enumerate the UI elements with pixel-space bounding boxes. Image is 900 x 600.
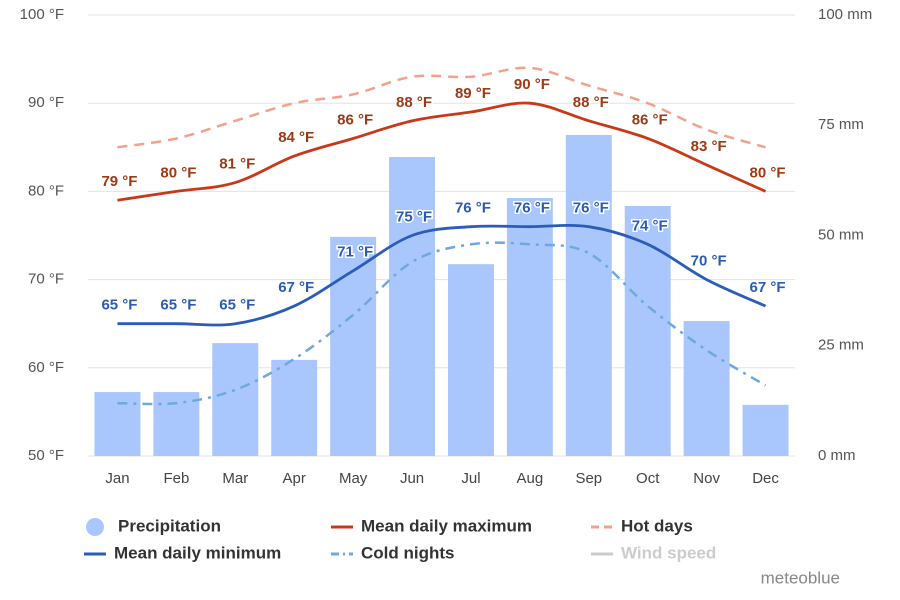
x-tick-label: Dec	[752, 470, 779, 487]
value-label: 86 °F	[632, 111, 668, 128]
line	[117, 223, 767, 327]
credit: meteoblue	[761, 568, 840, 587]
legend-label: Mean daily minimum	[114, 543, 281, 562]
value-label: 83 °F	[691, 138, 727, 155]
line	[117, 66, 766, 149]
bar	[212, 343, 259, 456]
line	[117, 101, 767, 202]
x-tick-label: Sep	[575, 470, 602, 487]
value-label: 76 °F	[573, 200, 609, 217]
value-label: 80 °F	[160, 164, 196, 181]
value-labels: 79 °F 80 °F 81 °F 84 °F 86 °F 88 °F 89 °F 90 °F…	[100, 75, 787, 316]
bar	[506, 198, 553, 456]
legend-label: Precipitation	[118, 516, 221, 535]
value-label: 71 °F	[337, 244, 373, 261]
value-label: 80 °F	[750, 164, 786, 181]
y-tick-label: 100 °F	[20, 6, 64, 23]
legend-label: Cold nights	[361, 543, 454, 562]
y-tick-label: 90 °F	[28, 94, 64, 111]
value-label: 79 °F	[101, 173, 137, 190]
x-tick-label: Aug	[517, 470, 544, 487]
y-tick-label: 80 °F	[28, 182, 64, 199]
value-label: 84 °F	[278, 129, 314, 146]
bar	[565, 134, 612, 456]
value-label: 86 °F	[337, 111, 373, 128]
x-tick-label: May	[339, 470, 368, 487]
bar	[624, 205, 671, 456]
x-tick-label: Feb	[163, 470, 189, 487]
legend-label: Wind speed	[621, 543, 716, 562]
value-label: 67 °F	[750, 279, 786, 296]
value-label: 76 °F	[455, 200, 491, 217]
bars	[94, 134, 789, 456]
legend-label: Mean daily maximum	[361, 516, 532, 535]
x-tick-label: Jun	[400, 470, 424, 487]
x-tick-label: Mar	[222, 470, 248, 487]
y-tick-label: 50 °F	[28, 447, 64, 464]
x-tick-label: Nov	[693, 470, 720, 487]
value-label: 88 °F	[573, 94, 609, 111]
legend-label: Hot days	[621, 516, 693, 535]
value-label: 81 °F	[219, 156, 255, 173]
bar	[389, 157, 436, 456]
y2-tick-label: 75 mm	[818, 116, 864, 133]
value-label: 75 °F	[396, 208, 432, 225]
value-label: 90 °F	[514, 76, 550, 93]
y-tick-label: 70 °F	[28, 271, 64, 288]
y2-tick-label: 100 mm	[818, 6, 872, 23]
value-label: 67 °F	[278, 279, 314, 296]
value-label: 88 °F	[396, 94, 432, 111]
value-label: 65 °F	[219, 297, 255, 314]
y2-tick-label: 25 mm	[818, 337, 864, 354]
x-tick-label: Apr	[283, 470, 306, 487]
value-label: 65 °F	[160, 297, 196, 314]
bar	[447, 264, 494, 456]
value-label: 89 °F	[455, 85, 491, 102]
y2-tick-label: 50 mm	[818, 226, 864, 243]
bar	[330, 236, 377, 456]
value-label: 65 °F	[101, 297, 137, 314]
bar	[683, 321, 730, 456]
bar	[271, 359, 318, 456]
y-tick-label: 60 °F	[28, 359, 64, 376]
x-tick-label: Oct	[636, 470, 660, 487]
x-tick-label: Jul	[461, 470, 480, 487]
bar	[94, 392, 141, 456]
value-label: 70 °F	[691, 253, 727, 270]
lines	[117, 66, 767, 406]
value-label: 76 °F	[514, 200, 550, 217]
y2-tick-label: 0 mm	[818, 447, 856, 464]
legend-marker	[86, 518, 104, 536]
value-label: 74 °F	[632, 217, 668, 234]
x-tick-label: Jan	[105, 470, 129, 487]
bar	[742, 404, 789, 456]
